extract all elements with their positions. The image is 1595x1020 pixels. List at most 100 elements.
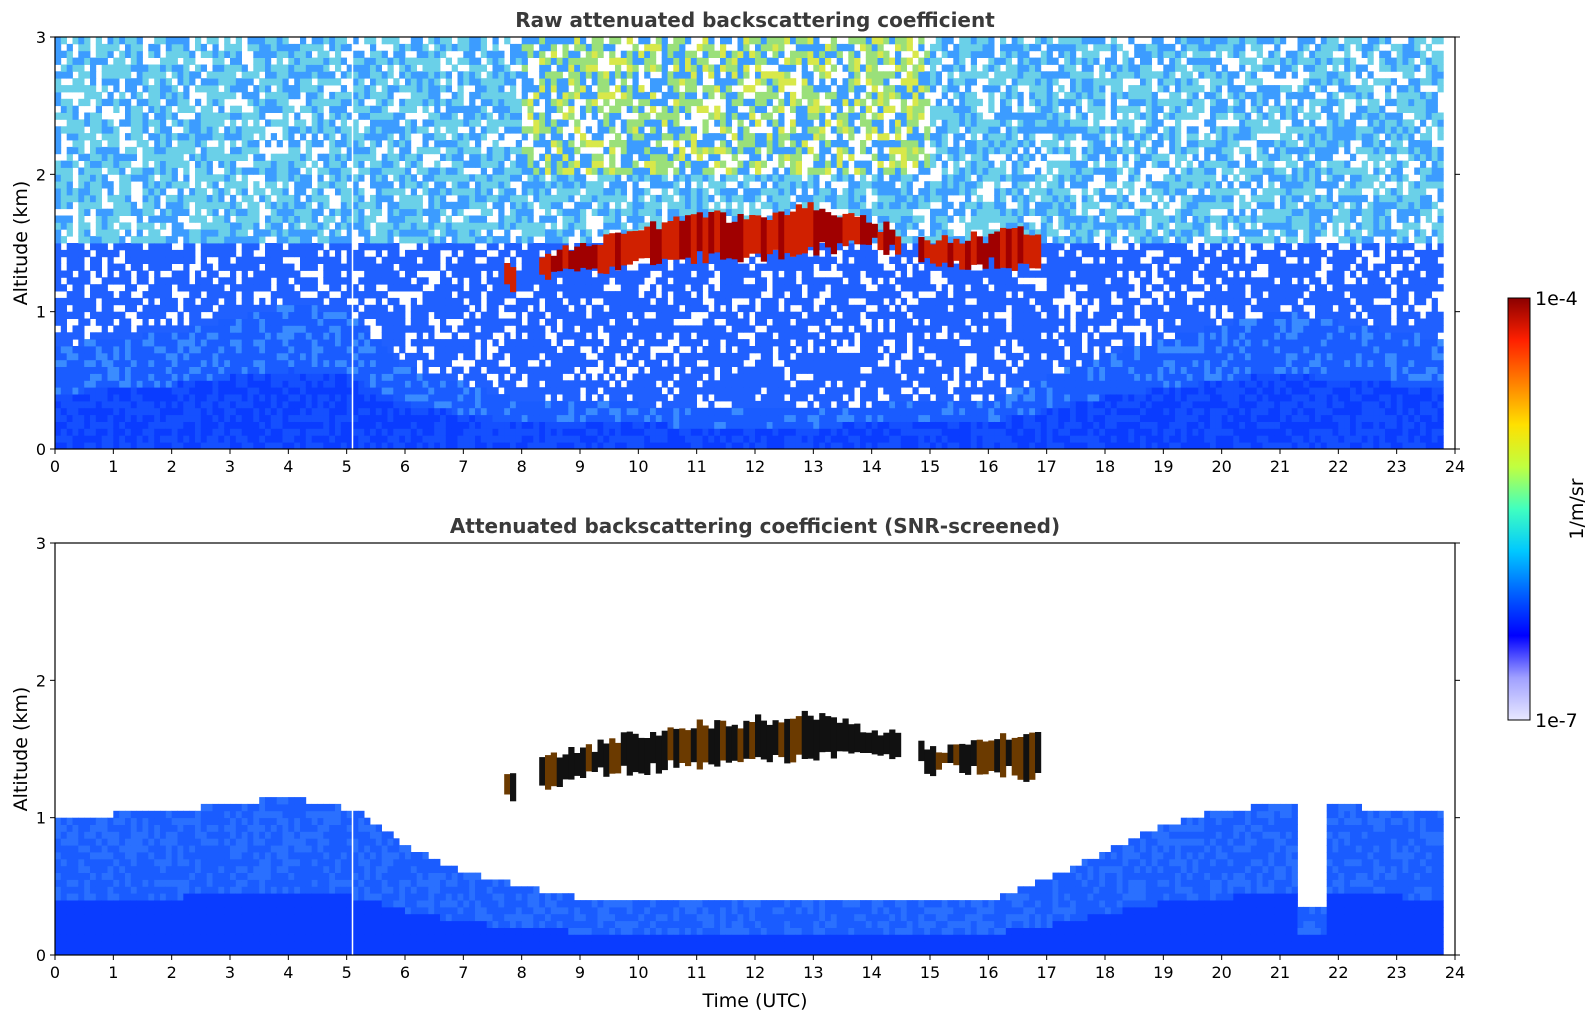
heat-cell xyxy=(370,346,377,354)
heat-cell xyxy=(597,105,604,113)
heat-cell xyxy=(346,263,353,271)
heat-cell xyxy=(510,339,517,347)
heat-cell xyxy=(422,140,429,148)
heat-cell xyxy=(399,387,406,395)
heat-cell xyxy=(422,208,429,216)
heat-cell xyxy=(609,140,616,148)
heat-cell xyxy=(545,194,552,203)
heat-cell xyxy=(632,332,639,340)
heat-cell xyxy=(183,98,190,107)
heat-cell xyxy=(300,160,307,168)
heat-cell xyxy=(183,37,190,45)
heat-cell xyxy=(335,380,342,388)
heat-cell xyxy=(212,229,219,237)
heat-cell xyxy=(615,435,622,443)
heat-cell xyxy=(84,339,91,347)
heat-cell xyxy=(480,284,487,292)
heat-cell xyxy=(230,50,237,58)
heat-cell xyxy=(154,243,161,251)
heat-cell xyxy=(585,181,592,189)
heat-cell xyxy=(358,222,365,230)
heat-cell xyxy=(568,160,575,168)
heat-cell xyxy=(78,442,85,449)
heat-cell xyxy=(545,414,552,422)
heat-cell xyxy=(370,339,377,347)
heat-cell xyxy=(428,188,435,196)
heat-cell xyxy=(247,373,254,381)
heat-cell xyxy=(212,311,219,319)
heat-cell xyxy=(340,167,347,175)
heat-cell xyxy=(107,181,114,189)
heat-cell xyxy=(352,373,359,381)
heat-cell xyxy=(230,297,237,306)
heat-cell xyxy=(206,352,213,361)
heat-cell xyxy=(160,78,167,86)
heat-cell xyxy=(130,57,137,65)
heat-cell xyxy=(609,50,616,58)
heat-cell xyxy=(136,243,143,251)
heat-cell xyxy=(381,352,388,361)
heat-cell xyxy=(480,236,487,244)
heat-cell xyxy=(235,352,242,361)
heat-cell xyxy=(486,359,493,367)
heat-cell xyxy=(113,243,120,251)
heat-cell xyxy=(475,43,482,52)
heat-cell xyxy=(370,435,377,443)
heat-cell xyxy=(171,119,178,127)
heat-cell xyxy=(241,188,248,196)
heat-cell xyxy=(107,140,114,148)
heat-cell xyxy=(136,119,143,127)
heat-cell xyxy=(235,222,242,230)
heat-cell xyxy=(381,181,388,189)
heat-cell xyxy=(136,64,143,72)
heat-cell xyxy=(119,394,126,402)
heat-cell xyxy=(195,119,202,127)
heat-cell xyxy=(276,332,283,340)
heat-cell xyxy=(410,188,417,196)
heat-cell xyxy=(370,119,377,127)
heat-cell xyxy=(445,71,452,79)
heat-cell xyxy=(119,37,126,45)
heat-cell xyxy=(200,339,207,347)
heat-cell xyxy=(603,318,610,326)
heat-cell xyxy=(189,215,196,223)
heat-cell xyxy=(78,400,85,409)
heat-cell xyxy=(539,194,546,203)
heat-cell xyxy=(253,146,260,155)
heat-cell xyxy=(399,222,406,230)
heat-cell xyxy=(626,126,633,134)
heat-cell xyxy=(72,380,79,388)
heat-cell xyxy=(224,243,231,251)
heat-cell xyxy=(480,380,487,388)
heat-cell xyxy=(165,380,172,388)
heat-cell xyxy=(195,346,202,354)
heat-cell xyxy=(288,174,295,182)
heat-cell xyxy=(107,352,114,361)
heat-cell xyxy=(405,146,412,155)
heat-cell xyxy=(533,91,540,100)
heat-cell xyxy=(200,428,207,436)
heat-cell xyxy=(381,167,388,175)
heat-cell xyxy=(154,407,161,416)
heat-cell xyxy=(253,318,260,326)
heat-cell xyxy=(475,435,482,443)
heat-cell xyxy=(253,243,260,251)
heat-cell xyxy=(510,146,517,155)
heat-cell xyxy=(259,442,266,449)
heat-cell xyxy=(340,98,347,107)
heat-cell xyxy=(95,215,102,223)
heat-cell xyxy=(603,414,610,422)
heat-cell xyxy=(504,181,511,189)
heat-cell xyxy=(230,64,237,72)
heat-cell xyxy=(591,133,598,141)
heat-cell xyxy=(335,284,342,292)
heat-cell xyxy=(265,332,272,340)
heat-cell xyxy=(445,146,452,155)
heat-cell xyxy=(247,366,254,374)
heat-cell xyxy=(206,126,213,134)
heat-cell xyxy=(84,400,91,409)
heat-cell xyxy=(498,201,505,210)
heat-cell xyxy=(125,318,132,326)
heat-cell xyxy=(218,140,225,148)
heat-cell xyxy=(574,50,581,58)
